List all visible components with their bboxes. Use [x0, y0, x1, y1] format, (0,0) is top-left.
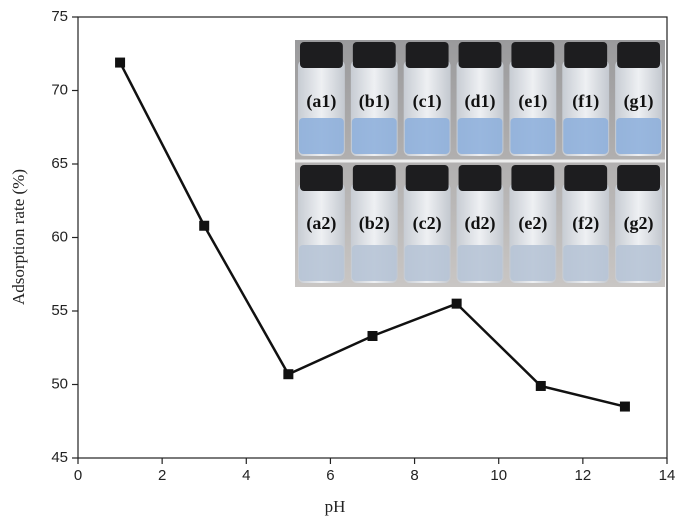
vial-label: (g1) — [624, 91, 654, 112]
x-tick-label: 0 — [74, 467, 82, 484]
y-tick-label: 65 — [51, 155, 68, 172]
vial-liquid — [457, 245, 503, 281]
vial-liquid — [563, 245, 609, 281]
vial-label: (b1) — [359, 91, 390, 112]
vial-label: (c1) — [413, 91, 442, 112]
vial-label: (c2) — [413, 213, 442, 234]
data-marker — [619, 401, 630, 412]
y-axis-title: Adsorption rate (%) — [9, 169, 28, 305]
x-tick-label: 6 — [326, 467, 334, 484]
vial-cap — [458, 165, 502, 191]
vial-cap — [458, 42, 502, 68]
y-tick-label: 45 — [51, 449, 68, 466]
vial-liquid — [351, 118, 397, 154]
vial-liquid — [563, 118, 609, 154]
vial-cap — [617, 42, 660, 68]
vial-liquid — [616, 118, 661, 154]
x-tick-label: 2 — [158, 467, 166, 484]
vial-cap — [564, 42, 608, 68]
vial-cap — [352, 42, 396, 68]
data-marker — [367, 330, 378, 341]
vial-liquid — [404, 245, 450, 281]
vial-liquid — [299, 245, 344, 281]
vial-liquid — [510, 118, 556, 154]
data-marker — [451, 298, 462, 309]
vial-cap — [300, 165, 343, 191]
y-tick-label: 60 — [51, 228, 68, 245]
vial-label: (b2) — [359, 213, 390, 234]
x-tick-label: 4 — [242, 467, 250, 484]
vial-label: (d1) — [465, 91, 496, 112]
x-tick-label: 10 — [490, 467, 507, 484]
vial-cap — [405, 42, 449, 68]
vial-label: (f2) — [572, 213, 599, 234]
data-marker — [199, 220, 210, 231]
vial-liquid — [299, 118, 344, 154]
vial-label: (d2) — [465, 213, 496, 234]
vial-cap — [300, 42, 343, 68]
data-marker — [535, 380, 546, 391]
x-tick-label: 8 — [410, 467, 418, 484]
vial-cap — [511, 42, 555, 68]
x-tick-label: 12 — [575, 467, 592, 484]
vial-label: (f1) — [572, 91, 599, 112]
vial-cap — [564, 165, 608, 191]
vial-cap — [617, 165, 660, 191]
vial-liquid — [404, 118, 450, 154]
y-tick-label: 70 — [51, 81, 68, 98]
vial-label: (e2) — [518, 213, 547, 234]
data-marker — [283, 369, 294, 380]
data-marker — [115, 57, 126, 68]
y-tick-label: 55 — [51, 302, 68, 319]
vial-label: (a1) — [306, 91, 336, 112]
inset-photo: (a1) (b1) (c1) (d1) (e1) (f1) (g1) (a2) (b2) (c2)… — [295, 40, 665, 287]
y-tick-label: 75 — [51, 8, 68, 25]
y-tick-label: 50 — [51, 375, 68, 392]
x-tick-label: 14 — [659, 467, 676, 484]
vial-cap — [405, 165, 449, 191]
vial-label: (e1) — [518, 91, 547, 112]
vial-liquid — [457, 118, 503, 154]
vial-label: (g2) — [624, 213, 654, 234]
vial-cap — [352, 165, 396, 191]
vial-liquid — [616, 245, 661, 281]
vial-label: (a2) — [306, 213, 336, 234]
x-axis-title: pH — [325, 497, 346, 516]
vial-liquid — [510, 245, 556, 281]
vial-cap — [511, 165, 555, 191]
vial-liquid — [351, 245, 397, 281]
